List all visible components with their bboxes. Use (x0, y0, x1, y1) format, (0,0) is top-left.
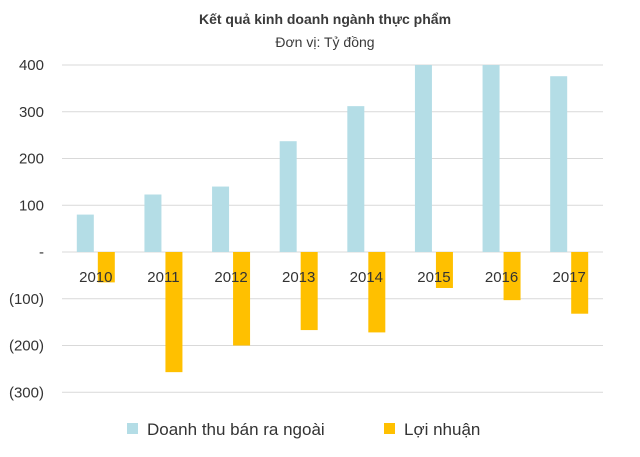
x-tick-label: 2016 (485, 269, 518, 286)
bar-profit (233, 252, 251, 346)
bar-revenue (550, 76, 568, 252)
bar-profit (435, 252, 453, 288)
x-tick-label: 2014 (350, 269, 383, 286)
bars (76, 65, 589, 373)
y-tick-label: (100) (9, 291, 44, 308)
y-axis-ticks: 400 300 200 100 - (100) (200) (300) (9, 57, 44, 401)
x-tick-label: 2010 (79, 269, 112, 286)
y-tick-label: - (39, 244, 44, 261)
x-axis-ticks: 2010 2011 2012 2013 2014 2015 2016 2017 (79, 269, 586, 286)
bar-profit (368, 252, 386, 333)
x-tick-label: 2017 (553, 269, 586, 286)
bar-profit (503, 252, 521, 301)
y-tick-label: 400 (19, 57, 44, 74)
bar-revenue (76, 214, 94, 252)
x-tick-label: 2011 (147, 269, 179, 286)
y-tick-label: (200) (9, 338, 44, 355)
bar-profit (300, 252, 318, 331)
legend-label-profit: Lợi nhuận (404, 420, 480, 439)
bar-profit (97, 252, 115, 283)
bar-revenue (279, 141, 297, 252)
y-tick-label: 100 (19, 197, 44, 214)
bar-revenue (347, 106, 365, 252)
chart-subtitle: Đơn vị: Tỷ đồng (275, 34, 374, 50)
bar-profit (571, 252, 589, 314)
x-tick-label: 2012 (214, 269, 247, 286)
y-tick-label: (300) (9, 384, 44, 401)
bar-revenue (212, 186, 230, 252)
bar-profit (165, 252, 183, 373)
y-tick-label: 200 (19, 151, 44, 168)
x-tick-label: 2013 (282, 269, 315, 286)
bar-revenue (414, 65, 432, 252)
bar-revenue (144, 194, 162, 252)
legend-swatch-profit (384, 423, 395, 434)
chart-title: Kết quả kinh doanh ngành thực phẩm (199, 11, 451, 27)
bar-revenue (482, 65, 500, 252)
legend-label-revenue: Doanh thu bán ra ngoài (147, 420, 325, 439)
legend: Doanh thu bán ra ngoài Lợi nhuận (127, 420, 480, 439)
x-tick-label: 2015 (417, 269, 450, 286)
y-tick-label: 300 (19, 104, 44, 121)
gridlines (62, 64, 603, 393)
legend-swatch-revenue (127, 423, 138, 434)
